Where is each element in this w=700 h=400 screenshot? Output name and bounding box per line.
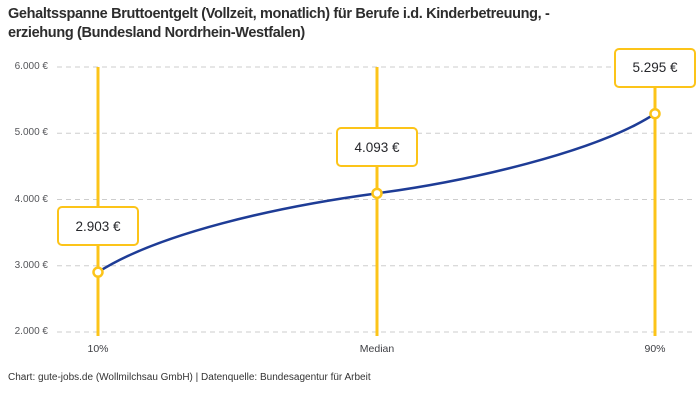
value-label-10pct-text: 2.903 € (75, 218, 121, 234)
x-tick-label-10pct: 10% (87, 343, 109, 355)
y-tick-label: 6.000 € (14, 61, 48, 72)
chart-title: Gehaltsspanne Bruttoentgelt (Vollzeit, m… (8, 5, 678, 43)
y-tick-label: 2.000 € (14, 326, 48, 337)
chart-title-line1: Gehaltsspanne Bruttoentgelt (Vollzeit, m… (8, 6, 550, 22)
y-tick-label: 3.000 € (14, 259, 48, 271)
value-label-90pct-text: 5.295 € (632, 60, 678, 76)
data-point-marker[interactable] (371, 187, 383, 200)
y-tick-label: 4.000 € (14, 193, 48, 205)
value-label-median-text: 4.093 € (354, 139, 400, 155)
value-label-10pct: 2.903 € (57, 206, 139, 247)
x-tick-label-90pct: 90% (644, 343, 666, 355)
value-label-90pct: 5.295 € (614, 47, 696, 88)
value-label-median: 4.093 € (336, 127, 418, 168)
chart-title-line2: erziehung (Bundesland Nordrhein-Westfale… (8, 25, 305, 41)
source-credit: Chart: gute-jobs.de (Wollmilchsau GmbH) … (8, 372, 371, 383)
y-axis: 6.000 € 5.000 € 4.000 € 3.000 € 2.000 € (0, 0, 48, 400)
y-tick-label: 5.000 € (14, 127, 48, 139)
data-point-marker[interactable] (92, 266, 104, 278)
data-point-marker[interactable] (649, 107, 661, 120)
x-tick-label-median: Median (359, 343, 395, 355)
